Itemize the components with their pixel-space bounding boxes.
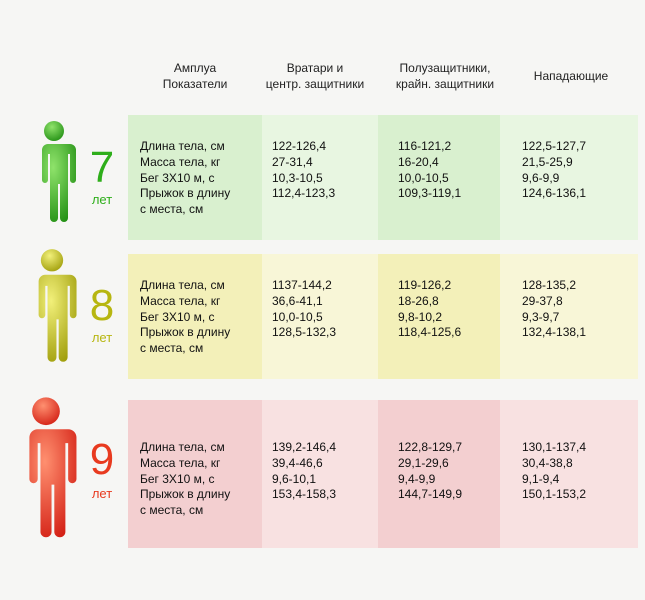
forwards-values-7: 122,5-127,7 21,5-25,9 9,6-9,9 124,6-136,… [522,139,586,202]
value: 16-20,4 [398,154,439,169]
value: 119-126,2 [398,278,452,292]
value: 150,1-153,2 [522,487,587,502]
header-forwards: Нападающие [533,69,609,83]
child-figure-age-9-icon [23,397,77,538]
age-7-unit: лет [91,192,113,207]
value: 122-126,4 [272,139,327,153]
value: 116-121,2 [398,139,452,153]
forwards-values-8: 128-135,2 29-37,8 9,3-9,7 132,4-138,1 [522,278,586,341]
metric-run: Бег 3Х10 м, с [140,309,215,324]
goalkeepers-values-8: 1137-144,2 36,6-41,1 10,0-10,5 128,5-132… [272,278,336,341]
value: 112,4-123,3 [272,186,336,201]
value: 153,4-158,3 [272,487,337,502]
value: 139,2-146,4 [272,440,337,454]
header-goalkeepers: Вратари и центр. защитники [250,60,380,92]
metric-run: Бег 3Х10 м, с [140,471,215,486]
header-midfielders-line2: крайн. защитники [395,77,495,91]
metric-jump: Прыжок в длину [140,325,231,340]
value: 118,4-125,6 [398,325,462,340]
value: 9,6-9,9 [522,170,560,185]
header-midfielders: Полузащитники, крайн. защитники [380,60,510,92]
value: 124,6-136,1 [522,186,587,201]
metric-length: Длина тела, см [140,440,225,454]
metric-weight: Масса тела, кг [140,455,221,470]
forwards-values-9: 130,1-137,4 30,4-38,8 9,1-9,4 150,1-153,… [522,440,586,503]
age-7-number: 7 [89,143,115,192]
value: 128,5-132,3 [272,325,337,340]
goalkeepers-values-9: 139,2-146,4 39,4-46,6 9,6-10,1 153,4-158… [272,440,336,503]
goalkeepers-values-7: 122-126,4 27-31,4 10,3-10,5 112,4-123,3 [272,139,335,202]
value: 9,1-9,4 [522,471,560,486]
value: 9,6-10,1 [272,471,317,486]
midfielders-values-9: 122,8-129,7 29,1-29,6 9,4-9,9 144,7-149,… [398,440,462,503]
header-goalkeepers-line1: Вратари и [286,61,344,75]
metrics-labels-7: Длина тела, см Масса тела, кг Бег 3Х10 м… [140,139,230,218]
value: 18-26,8 [398,293,439,308]
age-8-number: 8 [89,281,115,330]
value: 10,0-10,5 [272,309,323,324]
metric-jump-cont: с места, см [140,503,204,518]
value: 10,0-10,5 [398,170,449,185]
header-goalkeepers-line2: центр. защитники [265,77,365,91]
value: 144,7-149,9 [398,487,463,502]
value: 1137-144,2 [272,278,332,292]
value: 122,8-129,7 [398,440,463,454]
metric-jump: Прыжок в длину [140,186,231,201]
value: 29,1-29,6 [398,455,449,470]
midfielders-values-7: 116-121,2 16-20,4 10,0-10,5 109,3-119,1 [398,139,461,202]
metric-jump-cont: с места, см [140,341,204,356]
metrics-labels-9: Длина тела, см Масса тела, кг Бег 3Х10 м… [140,440,230,519]
age-9-band [128,400,638,548]
value: 30,4-38,8 [522,455,573,470]
value: 39,4-46,6 [272,455,323,470]
value: 9,3-9,7 [522,309,560,324]
value: 10,3-10,5 [272,170,323,185]
header-role-label: Амплуа [173,61,217,75]
child-figure-age-7-icon [38,121,76,222]
midfielders-values-8: 119-126,2 18-26,8 9,8-10,2 118,4-125,6 [398,278,461,341]
metric-run: Бег 3Х10 м, с [140,170,215,185]
header-role-indicators: Амплуа Показатели [128,60,262,92]
age-9-unit: лет [91,486,113,501]
child-figure-age-8-icon [34,249,77,362]
header-midfielders-line1: Полузащитники, [399,61,491,75]
value: 27-31,4 [272,154,313,169]
value: 9,4-9,9 [398,471,436,486]
value: 132,4-138,1 [522,325,587,340]
value: 21,5-25,9 [522,154,573,169]
metric-jump-cont: с места, см [140,202,204,217]
value: 29-37,8 [522,293,563,308]
age-8-unit: лет [91,330,113,345]
value: 109,3-119,1 [398,186,462,201]
age-9-number: 9 [89,435,115,484]
metrics-labels-8: Длина тела, см Масса тела, кг Бег 3Х10 м… [140,278,230,357]
metric-length: Длина тела, см [140,278,225,292]
metric-weight: Масса тела, кг [140,293,221,308]
age-7-band [128,115,638,240]
metric-length: Длина тела, см [140,139,225,153]
header-indicators-label: Показатели [162,77,228,91]
value: 36,6-41,1 [272,293,323,308]
metric-jump: Прыжок в длину [140,487,231,502]
value: 130,1-137,4 [522,440,587,454]
value: 128-135,2 [522,278,577,292]
value: 9,8-10,2 [398,309,443,324]
value: 122,5-127,7 [522,139,587,153]
age-8-band [128,254,638,379]
metric-weight: Масса тела, кг [140,154,221,169]
